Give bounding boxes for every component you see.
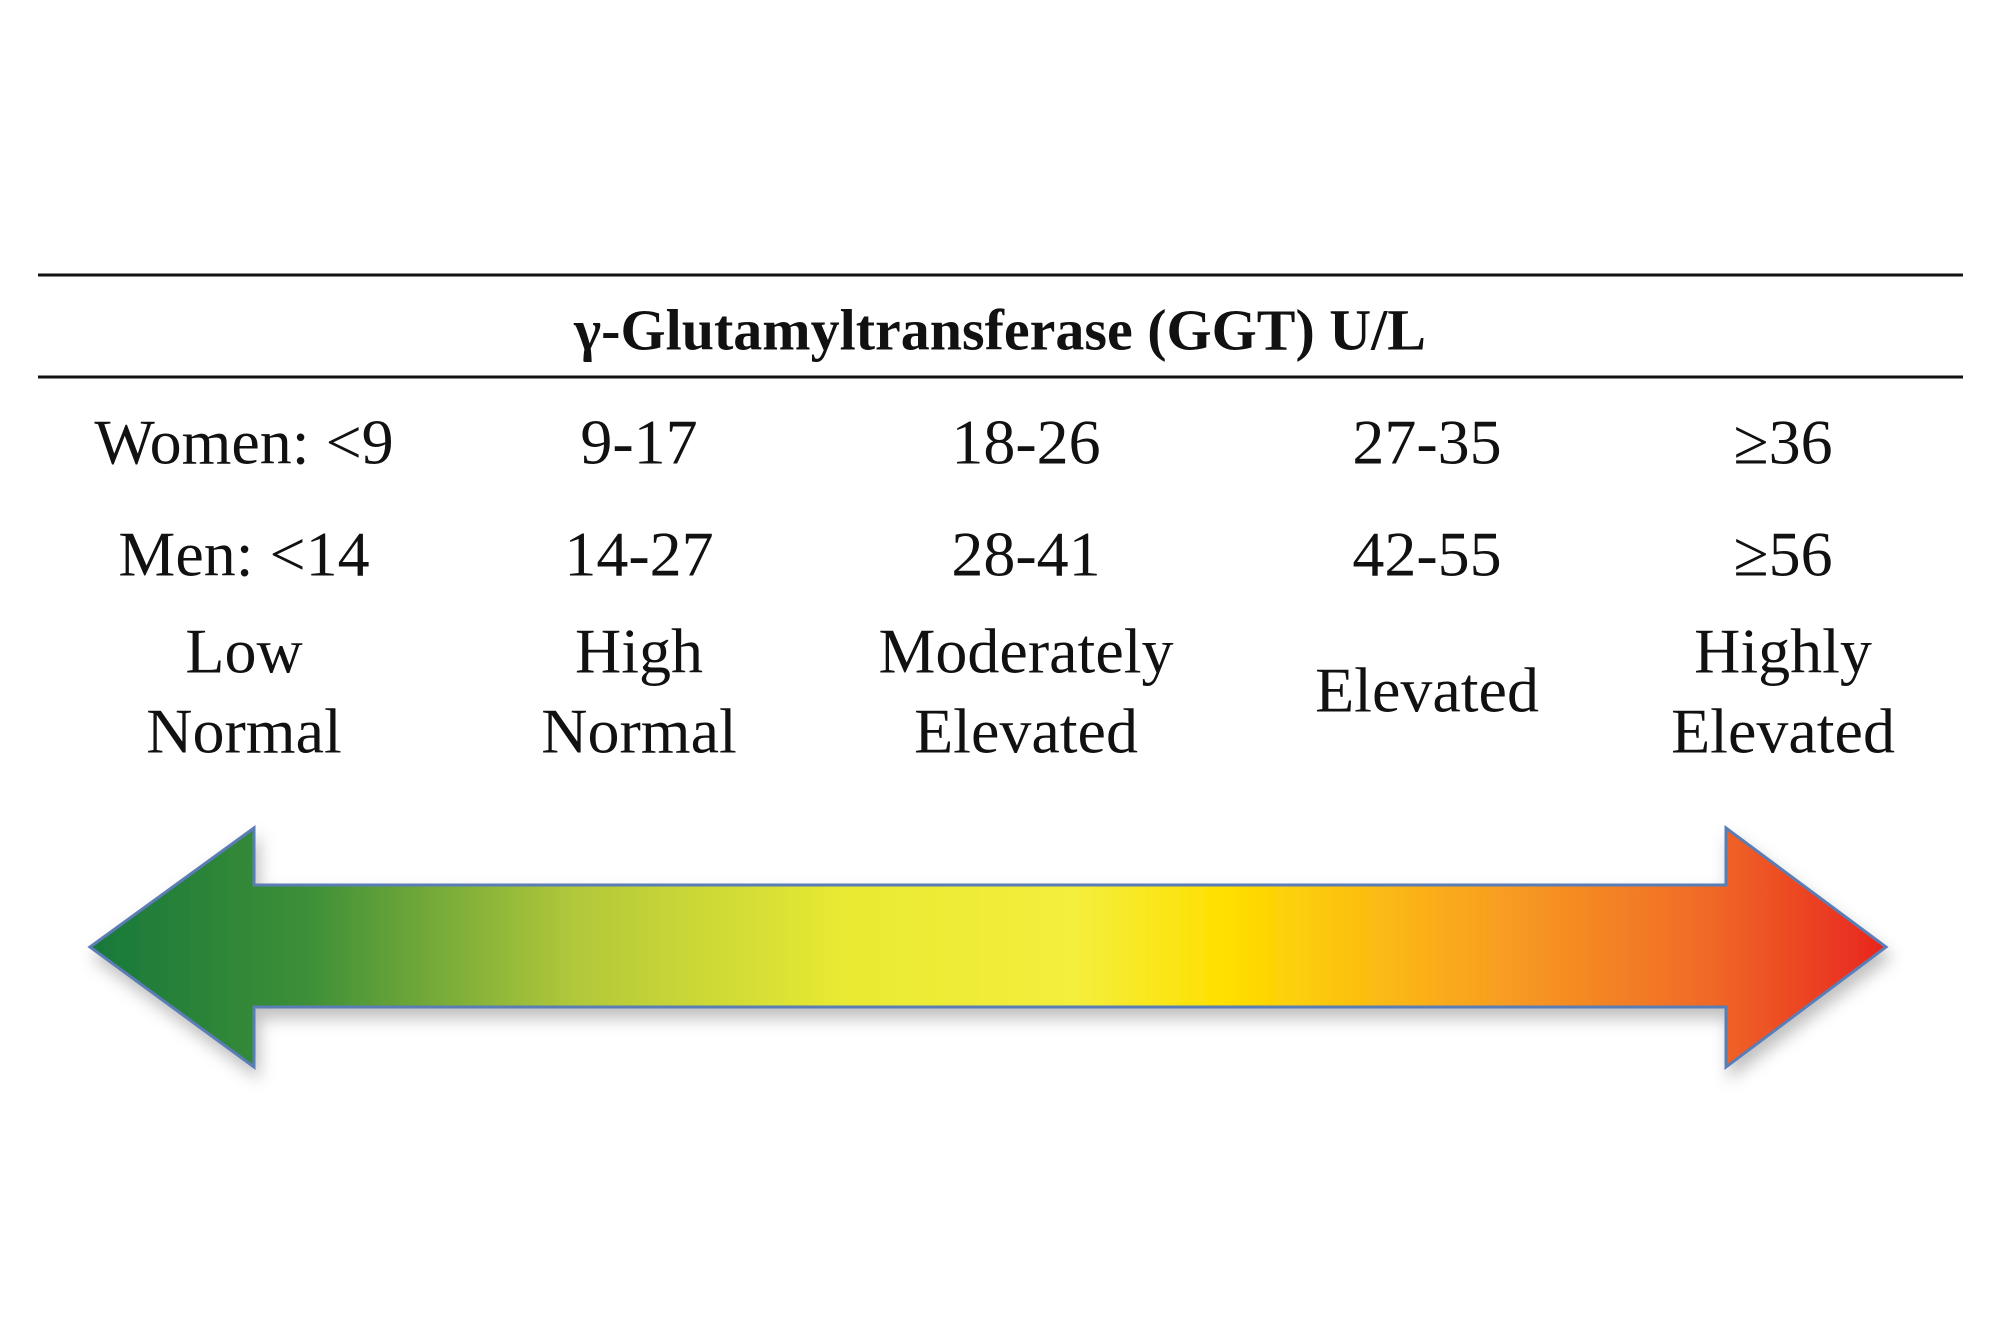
- category-label: Highly: [1694, 616, 1872, 687]
- men-range: 14-27: [564, 519, 713, 590]
- category-label: Normal: [541, 696, 737, 767]
- women-range: 27-35: [1352, 407, 1501, 478]
- category-label: Low: [185, 616, 302, 687]
- title: γ-Glutamyltransferase (GGT) U/L: [573, 297, 1426, 362]
- category-label: Elevated: [1671, 696, 1895, 767]
- category-label: Moderately: [879, 616, 1174, 687]
- men-range: ≥56: [1733, 519, 1832, 590]
- columns: Women: <9 Men: <14 Low Normal 9-17 14-27 High N…: [94, 407, 1895, 767]
- category-label: High: [575, 616, 703, 687]
- women-range: 9-17: [580, 407, 697, 478]
- gradient-arrow: [87, 825, 1889, 1070]
- men-range: 42-55: [1352, 519, 1501, 590]
- category-label: Elevated: [914, 696, 1138, 767]
- women-range: 18-26: [951, 407, 1100, 478]
- category-label: Normal: [146, 696, 342, 767]
- women-range: ≥36: [1733, 407, 1832, 478]
- women-range: Women: <9: [94, 407, 393, 478]
- category-label: Elevated: [1315, 655, 1539, 726]
- men-range: 28-41: [951, 519, 1100, 590]
- men-range: Men: <14: [118, 519, 369, 590]
